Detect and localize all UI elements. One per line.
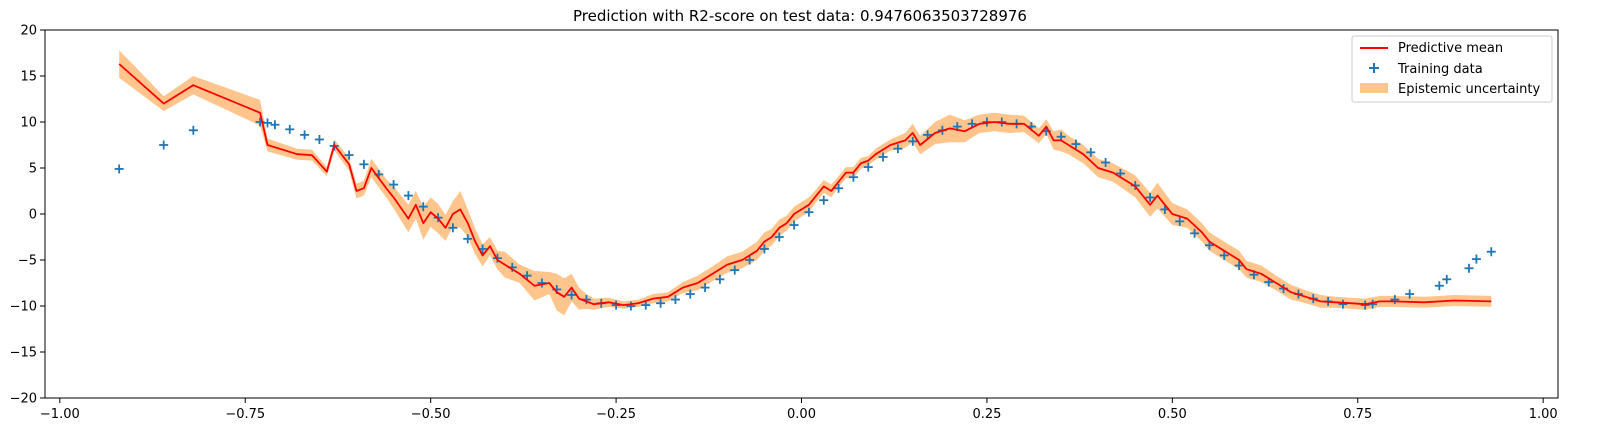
- training-data-point: [1190, 228, 1200, 238]
- training-data-point: [114, 164, 124, 174]
- y-tick-label: −20: [10, 392, 37, 407]
- training-data-point: [656, 298, 666, 308]
- training-data-point: [403, 191, 413, 201]
- training-data-point: [1442, 274, 1452, 284]
- plot-area: [114, 50, 1496, 316]
- training-data-point: [1471, 254, 1481, 264]
- chart-title: Prediction with R2-score on test data: 0…: [573, 7, 1027, 25]
- training-data-point: [908, 136, 918, 146]
- training-data-point: [1101, 157, 1111, 167]
- x-tick-label: 1.00: [1529, 407, 1558, 422]
- training-data-point: [389, 180, 399, 190]
- y-tick-label: −15: [10, 346, 37, 361]
- uncertainty-band: [119, 50, 1492, 316]
- training-data-point: [1234, 261, 1244, 271]
- y-tick-label: −5: [18, 254, 37, 269]
- legend-plus-marker-icon: [1369, 63, 1379, 73]
- legend-band-swatch-icon: [1360, 83, 1388, 93]
- training-data-point: [1219, 250, 1229, 260]
- y-tick-label: 10: [20, 116, 37, 131]
- training-data-point: [314, 134, 324, 144]
- training-data-point: [263, 118, 272, 128]
- training-data-point: [863, 162, 873, 172]
- y-tick-label: 20: [20, 24, 37, 39]
- y-tick-label: 5: [29, 162, 37, 177]
- training-data-point: [463, 234, 473, 244]
- training-data-point: [834, 183, 844, 193]
- training-data-point: [774, 232, 784, 242]
- predictive-mean-line: [118, 63, 1492, 306]
- training-data-point: [1390, 295, 1400, 305]
- x-axis: −1.00 −0.75 −0.50 −0.25 0.00 0.25 0.50 0.75 1.00: [40, 398, 1558, 422]
- y-tick-label: −10: [10, 300, 37, 315]
- x-tick-label: 0.00: [787, 407, 816, 422]
- x-tick-label: −1.00: [40, 407, 80, 422]
- training-data-point: [1486, 247, 1496, 257]
- y-tick-label: 0: [29, 208, 37, 223]
- training-data-point: [1464, 263, 1474, 273]
- training-data-point: [1405, 289, 1415, 299]
- training-data-point: [1338, 299, 1348, 309]
- training-data-point: [893, 144, 903, 154]
- legend-label-predictive-mean: Predictive mean: [1398, 41, 1503, 56]
- training-data-point: [1175, 216, 1185, 226]
- y-tick-label: 15: [20, 70, 37, 85]
- x-tick-label: 0.25: [972, 407, 1001, 422]
- training-data-point: [285, 124, 295, 134]
- training-data-point: [848, 172, 858, 182]
- x-tick-label: −0.25: [596, 407, 636, 422]
- training-data-point: [789, 220, 799, 230]
- training-data-point: [448, 223, 458, 233]
- training-data-point: [1434, 281, 1444, 291]
- training-data-point: [819, 195, 829, 205]
- training-data-point: [685, 289, 695, 299]
- training-data-point: [300, 130, 310, 140]
- training-data-point: [700, 283, 710, 293]
- training-data-point: [878, 152, 888, 162]
- training-data-point: [1086, 147, 1096, 157]
- training-data-point: [641, 300, 651, 310]
- x-tick-label: −0.50: [411, 407, 451, 422]
- training-data-point: [730, 265, 740, 275]
- x-tick-label: 0.50: [1158, 407, 1187, 422]
- training-data-point: [759, 244, 769, 254]
- training-data-point: [1071, 139, 1081, 149]
- training-data-point: [804, 207, 814, 217]
- training-data-point: [1145, 192, 1155, 202]
- training-data-point: [670, 295, 680, 305]
- training-data-point: [188, 125, 198, 135]
- legend-label-training-data: Training data: [1397, 62, 1483, 77]
- training-data-point: [159, 140, 169, 150]
- training-data-point: [745, 255, 755, 265]
- training-data-point: [626, 301, 636, 311]
- training-data-point: [270, 120, 280, 130]
- training-data-point: [359, 159, 369, 169]
- x-tick-label: 0.75: [1343, 407, 1372, 422]
- x-tick-label: −0.75: [225, 407, 265, 422]
- training-data-point: [567, 290, 577, 300]
- y-axis: −20 −15 −10 −5 0 5 10 15 20: [10, 24, 45, 407]
- training-data-point: [344, 150, 354, 160]
- legend-label-epistemic-uncertainty: Epistemic uncertainty: [1398, 82, 1540, 97]
- training-data-point: [715, 274, 725, 284]
- training-data-point: [418, 202, 428, 212]
- legend: Predictive mean Training data Epistemic …: [1351, 35, 1553, 103]
- legend-box: [1351, 35, 1553, 103]
